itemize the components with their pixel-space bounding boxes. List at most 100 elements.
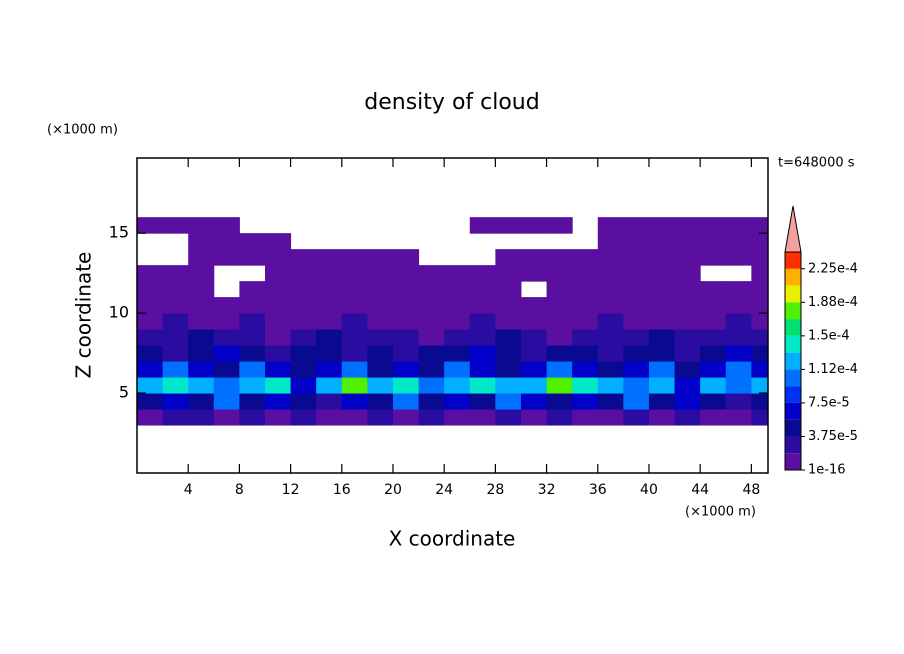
contour-cell: [469, 281, 496, 298]
contour-cell: [341, 409, 368, 426]
contour-cell: [162, 409, 189, 426]
contour-cell: [162, 329, 189, 346]
contour-cell: [725, 313, 752, 330]
colorbar-band: [785, 268, 801, 286]
contour-cell: [725, 297, 752, 314]
contour-cell: [700, 329, 727, 346]
contour-cell: [469, 265, 496, 282]
contour-cell: [239, 393, 266, 410]
contour-cell: [264, 249, 292, 266]
contour-cell: [188, 297, 215, 314]
contour-cell: [572, 409, 599, 426]
contour-cell: [674, 393, 701, 410]
contour-cell: [290, 345, 317, 362]
contour-cell: [137, 217, 164, 234]
contour-cell: [162, 217, 189, 234]
y-tick-label: 5: [119, 383, 129, 402]
contour-cell: [264, 393, 292, 410]
x-unit: (×1000 m): [685, 505, 756, 520]
contour-cell: [213, 249, 240, 266]
contour-cell: [341, 281, 368, 298]
x-tick-label: 16: [333, 482, 351, 498]
plot-frame: [136, 157, 769, 474]
y-tick-label: 10: [109, 303, 129, 322]
contour-cell: [520, 393, 548, 410]
contour-cell: [572, 377, 599, 394]
contour-cell: [239, 313, 266, 330]
contour-cell: [290, 393, 317, 410]
contour-cell: [418, 345, 445, 362]
x-tick-label: 4: [184, 482, 193, 498]
contour-cell: [290, 249, 317, 266]
contour-cell: [469, 345, 496, 362]
contour-cell: [725, 329, 752, 346]
colorbar-tick-label: 2.25e-4: [808, 261, 858, 276]
colorbar-band: [785, 436, 801, 454]
contour-cell: [341, 393, 368, 410]
contour-cell: [674, 377, 701, 394]
contour-cell: [137, 377, 164, 394]
colorbar-tick-label: 1.5e-4: [808, 328, 850, 343]
x-axis-label: X coordinate: [389, 527, 516, 551]
contour-cell: [418, 265, 445, 282]
contour-cell: [520, 217, 548, 234]
contour-cell: [316, 281, 343, 298]
contour-cell: [495, 361, 522, 378]
contour-cell: [392, 329, 420, 346]
contour-cell: [392, 297, 420, 314]
contour-cell: [725, 233, 752, 250]
contour-cell: [239, 409, 266, 426]
contour-cell: [725, 361, 752, 378]
contour-cell: [648, 217, 676, 234]
contour-cell: [725, 345, 752, 362]
contour-cell: [264, 409, 292, 426]
contour-cell: [264, 361, 292, 378]
contour-cell: [648, 233, 676, 250]
contour-cell: [367, 313, 394, 330]
contour-cell: [572, 345, 599, 362]
contour-cell: [520, 249, 548, 266]
contour-cell: [495, 313, 522, 330]
contour-cell: [572, 281, 599, 298]
contour-cell: [495, 265, 522, 282]
contour-cell: [700, 409, 727, 426]
x-tick-label: 8: [235, 482, 244, 498]
colorbar-band: [785, 252, 801, 269]
contour-cell: [316, 329, 343, 346]
contour-cell: [213, 297, 240, 314]
contour-cell: [188, 409, 215, 426]
contour-cell: [495, 345, 522, 362]
contour-cell: [648, 313, 676, 330]
contour-cell: [597, 409, 624, 426]
contour-cell: [725, 393, 752, 410]
contour-cell: [213, 217, 240, 234]
x-tick-label: 40: [640, 482, 658, 498]
chart-title: density of cloud: [364, 90, 539, 115]
contour-cell: [290, 409, 317, 426]
contour-cell: [546, 377, 573, 394]
contour-cell: [162, 361, 189, 378]
contour-cell: [239, 297, 266, 314]
contour-cell: [188, 393, 215, 410]
contour-cell: [444, 361, 471, 378]
contour-cell: [520, 409, 548, 426]
contour-cell: [392, 265, 420, 282]
contour-cell: [264, 377, 292, 394]
contour-cell: [418, 313, 445, 330]
contour-cell: [751, 297, 768, 314]
contour-cell: [700, 297, 727, 314]
contour-cell: [572, 329, 599, 346]
contour-cell: [188, 249, 215, 266]
contour-cell: [264, 313, 292, 330]
contour-cell: [751, 345, 768, 362]
contour-cell: [137, 361, 164, 378]
contour-cell: [239, 361, 266, 378]
contour-cell: [188, 265, 215, 282]
contour-cell: [290, 377, 317, 394]
contour-cell: [751, 249, 768, 266]
contour-cell: [674, 345, 701, 362]
contour-cell: [648, 361, 676, 378]
contour-cell: [316, 249, 343, 266]
contour-cell: [546, 249, 573, 266]
contour-cell: [495, 393, 522, 410]
